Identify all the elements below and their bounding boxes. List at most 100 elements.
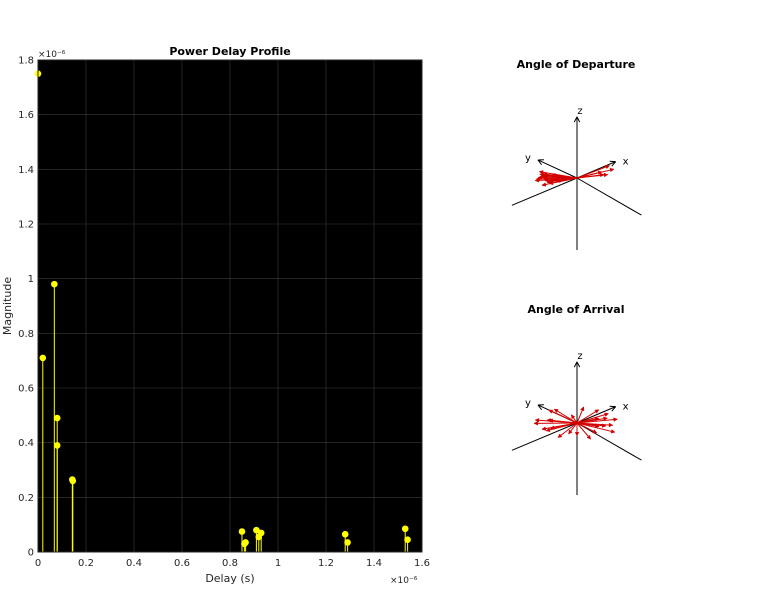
axis-ticks: 0 0.2 0.4 0.6 0.8 1 1.2 1.4 1.6 0 0.2 0.4 0.6 0.8 1 1.2… bbox=[18, 56, 430, 570]
stem-marker bbox=[242, 539, 249, 546]
ray-arrowhead bbox=[595, 423, 600, 429]
axis-line bbox=[576, 406, 616, 424]
aoa-rays bbox=[533, 406, 618, 440]
power-delay-profile-chart: 0 0.2 0.4 0.6 0.8 1 1.2 1.4 1.6 0 0.2 0.4 0.6 0.8 1 1.2… bbox=[1, 45, 430, 586]
x-tick-label: 0.6 bbox=[174, 558, 190, 569]
stem-marker bbox=[53, 442, 61, 449]
axis-arrowhead bbox=[609, 160, 617, 167]
ray-arrowhead bbox=[555, 178, 561, 183]
ray-arrowhead bbox=[553, 408, 559, 414]
ray-arrowhead bbox=[604, 412, 609, 417]
ray-arrowhead bbox=[586, 434, 592, 440]
ray-arrowhead bbox=[538, 170, 544, 175]
y-tick-label: 1.4 bbox=[18, 165, 34, 176]
ray-arrowhead bbox=[613, 417, 618, 422]
ray-arrowhead bbox=[557, 433, 563, 438]
ray-arrowhead bbox=[548, 409, 554, 414]
chart-title: Power Delay Profile bbox=[169, 45, 290, 58]
ray-line bbox=[576, 171, 603, 179]
stem-marker bbox=[238, 528, 246, 535]
ray-line bbox=[535, 419, 578, 424]
ray-arrowhead bbox=[541, 426, 547, 431]
ray-line bbox=[576, 422, 613, 426]
ray-arrowhead bbox=[534, 178, 540, 183]
x-tick-label: 1.6 bbox=[414, 558, 430, 569]
x-tick-label: 0.2 bbox=[78, 558, 94, 569]
x-axis-exponent: ×10⁻⁶ bbox=[390, 576, 418, 586]
ray-line bbox=[554, 408, 578, 424]
stem-marker bbox=[39, 354, 47, 362]
y-tick-label: 0.6 bbox=[18, 384, 34, 395]
ray-arrowhead bbox=[533, 421, 538, 426]
ray-arrowhead bbox=[548, 180, 554, 186]
axis-label: y bbox=[525, 398, 531, 409]
aod-axes: x y z bbox=[511, 106, 642, 250]
ray-arrowhead bbox=[545, 427, 551, 433]
stem-marker bbox=[51, 280, 58, 288]
negative-axis-line bbox=[511, 422, 578, 451]
y-tick-label: 0.8 bbox=[18, 329, 34, 340]
x-axis-label: Delay (s) bbox=[205, 572, 254, 585]
ray-arrowhead bbox=[580, 406, 585, 412]
ray-arrowhead bbox=[541, 182, 547, 187]
y-tick-label: 1.6 bbox=[18, 110, 34, 121]
y-axis-exponent: ×10⁻⁶ bbox=[38, 50, 66, 60]
ray-line bbox=[576, 409, 600, 424]
axis-arrowhead bbox=[573, 361, 581, 368]
ray-line bbox=[576, 417, 608, 424]
stem-marker bbox=[69, 477, 77, 485]
x-tick-label: 1 bbox=[275, 558, 281, 569]
axis-arrowhead bbox=[537, 159, 544, 165]
aoa-title: Angle of Arrival bbox=[528, 303, 625, 316]
stem-marker bbox=[53, 414, 61, 422]
ray-arrowhead bbox=[574, 432, 580, 437]
negative-axis-line bbox=[576, 422, 642, 461]
ray-arrowhead bbox=[603, 416, 608, 421]
ray-arrowhead bbox=[594, 409, 600, 414]
ray-arrowhead bbox=[542, 172, 548, 177]
x-tick-label: 1.2 bbox=[318, 558, 334, 569]
ray-arrowhead bbox=[568, 429, 573, 435]
aod-title: Angle of Departure bbox=[517, 58, 636, 71]
aod-rays bbox=[534, 164, 615, 187]
ray-arrowhead bbox=[603, 172, 609, 178]
ray-line bbox=[576, 174, 608, 179]
ray-line bbox=[576, 422, 615, 433]
stem-marker bbox=[401, 525, 409, 533]
ray-line bbox=[543, 173, 578, 179]
negative-axis-line bbox=[576, 177, 642, 216]
axis-label: y bbox=[525, 153, 531, 164]
x-tick-label: 1.4 bbox=[366, 558, 382, 569]
stem-marker bbox=[404, 536, 411, 544]
ray-line bbox=[543, 177, 578, 180]
ray-arrowhead bbox=[609, 167, 615, 173]
y-tick-label: 0 bbox=[28, 548, 34, 559]
ray-arrowhead bbox=[610, 429, 616, 434]
x-tick-label: 0 bbox=[35, 558, 41, 569]
axis-label: x bbox=[623, 157, 629, 168]
y-axis-label: Magnitude bbox=[1, 277, 14, 336]
ray-line bbox=[557, 422, 578, 438]
ray-arrowhead bbox=[571, 414, 576, 420]
y-tick-label: 1.8 bbox=[18, 56, 34, 67]
x-tick-label: 0.4 bbox=[126, 558, 142, 569]
stem-marker bbox=[344, 539, 351, 546]
y-tick-label: 0.4 bbox=[18, 438, 34, 449]
axis-label: z bbox=[577, 106, 582, 117]
ray-arrowhead bbox=[608, 422, 614, 428]
axis-label: z bbox=[577, 351, 582, 362]
ray-arrowhead bbox=[592, 429, 598, 434]
y-tick-label: 1 bbox=[28, 274, 34, 285]
ray-arrowhead bbox=[597, 170, 603, 175]
y-tick-label: 1.2 bbox=[18, 220, 34, 231]
ray-line bbox=[546, 422, 578, 432]
angle-of-arrival-plot: Angle of Arrival x y z bbox=[511, 303, 642, 495]
ray-arrowhead bbox=[605, 164, 610, 170]
y-tick-label: 0.2 bbox=[18, 493, 34, 504]
stem-marker bbox=[341, 530, 349, 538]
x-tick-label: 0.8 bbox=[222, 558, 238, 569]
ray-line bbox=[548, 409, 578, 424]
ray-arrowhead bbox=[543, 176, 548, 181]
axis-line bbox=[537, 159, 578, 179]
